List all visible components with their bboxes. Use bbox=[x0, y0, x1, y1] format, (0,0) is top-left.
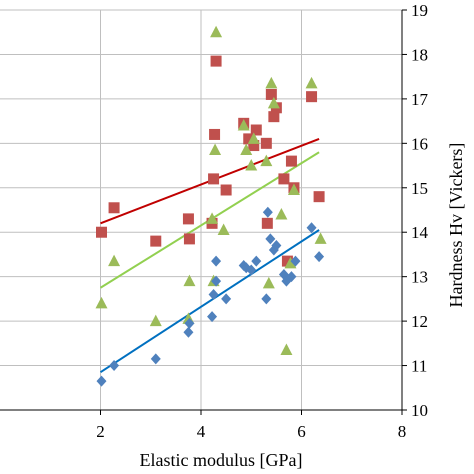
square-marker bbox=[268, 111, 280, 123]
diamond-marker bbox=[251, 255, 262, 267]
square-marker bbox=[248, 140, 260, 152]
square-marker bbox=[313, 191, 325, 203]
diamond-marker bbox=[211, 275, 222, 287]
square-marker bbox=[220, 184, 232, 196]
triangle-marker bbox=[95, 296, 108, 309]
square-marker bbox=[108, 202, 120, 214]
y-tick-label: 19 bbox=[411, 1, 428, 20]
x-tick-label: 6 bbox=[297, 422, 306, 441]
triangle-marker bbox=[108, 254, 121, 267]
diamond-marker bbox=[246, 264, 257, 276]
square-marker bbox=[281, 255, 293, 267]
triangle-marker bbox=[267, 96, 280, 109]
triangle-marker bbox=[280, 343, 293, 355]
square-marker bbox=[306, 91, 318, 103]
square-marker bbox=[96, 226, 108, 238]
square-marker bbox=[210, 55, 222, 67]
square-marker bbox=[243, 133, 255, 145]
triangle-marker bbox=[210, 25, 223, 38]
triangle-marker bbox=[206, 212, 219, 224]
diamond-marker bbox=[150, 353, 161, 365]
triangle-marker bbox=[149, 314, 162, 327]
data-points bbox=[95, 25, 327, 387]
diamond-marker bbox=[183, 326, 194, 338]
triangle-marker bbox=[209, 143, 222, 155]
y-tick-label: 17 bbox=[411, 90, 429, 109]
y-tick-label: 10 bbox=[411, 401, 428, 420]
square-marker bbox=[285, 155, 297, 167]
triangle-marker bbox=[262, 276, 275, 289]
y-tick-label: 18 bbox=[411, 45, 428, 64]
diamond-marker bbox=[184, 317, 195, 329]
diamond-marker bbox=[286, 271, 297, 283]
square-marker bbox=[150, 235, 162, 247]
y-tick-label: 14 bbox=[411, 223, 429, 242]
y-tick-label: 12 bbox=[411, 312, 428, 331]
y-tick-label: 16 bbox=[411, 134, 428, 153]
diamond-marker bbox=[290, 255, 301, 267]
diamond-marker bbox=[271, 240, 282, 252]
triangle-marker bbox=[183, 274, 196, 287]
triangle-marker bbox=[245, 159, 258, 171]
y-tick-label: 13 bbox=[411, 268, 428, 287]
diamond-marker bbox=[306, 222, 317, 234]
diamond-marker bbox=[265, 233, 276, 245]
diamond-marker bbox=[208, 288, 219, 300]
square-marker bbox=[261, 217, 273, 229]
x-tick-label: 2 bbox=[96, 422, 105, 441]
tick-labels: 2 4 6 810 11 12 13 14 15 16 17 18 19 bbox=[96, 1, 428, 441]
triangle-marker bbox=[275, 207, 288, 220]
triangle-marker bbox=[314, 232, 327, 244]
triangle-marker bbox=[237, 119, 250, 131]
diamond-marker bbox=[262, 206, 273, 218]
grid bbox=[0, 9, 403, 411]
square-marker bbox=[182, 213, 194, 225]
y-tick-label: 15 bbox=[411, 179, 428, 198]
x-tick-label: 4 bbox=[197, 422, 206, 441]
diamond-marker bbox=[96, 375, 107, 387]
triangle-marker bbox=[260, 154, 273, 167]
y-axis-title: Hardness Hv [Vickers] bbox=[446, 143, 466, 308]
square-marker bbox=[183, 233, 195, 245]
square-marker bbox=[209, 128, 221, 140]
x-axis-title: Elastic modulus [GPa] bbox=[140, 450, 303, 470]
triangle-marker bbox=[305, 76, 318, 89]
diamond-marker bbox=[221, 293, 232, 305]
trend-line-diamond bbox=[99, 229, 320, 374]
triangle-marker bbox=[240, 143, 253, 155]
diamond-marker bbox=[207, 311, 218, 323]
square-marker bbox=[260, 137, 272, 149]
triangle-marker bbox=[287, 183, 300, 195]
square-marker bbox=[208, 173, 220, 185]
triangle-marker bbox=[284, 256, 297, 269]
diamond-marker bbox=[211, 255, 222, 267]
triangle-marker bbox=[265, 76, 278, 89]
square-marker bbox=[278, 173, 290, 185]
diamond-marker bbox=[314, 251, 325, 263]
square-marker bbox=[265, 88, 277, 100]
diamond-marker bbox=[109, 360, 120, 372]
square-marker bbox=[250, 124, 262, 136]
triangle-marker bbox=[217, 223, 230, 235]
diamond-marker bbox=[261, 293, 272, 305]
x-tick-label: 8 bbox=[398, 422, 407, 441]
y-tick-label: 11 bbox=[411, 357, 427, 376]
triangle-marker bbox=[247, 132, 260, 144]
